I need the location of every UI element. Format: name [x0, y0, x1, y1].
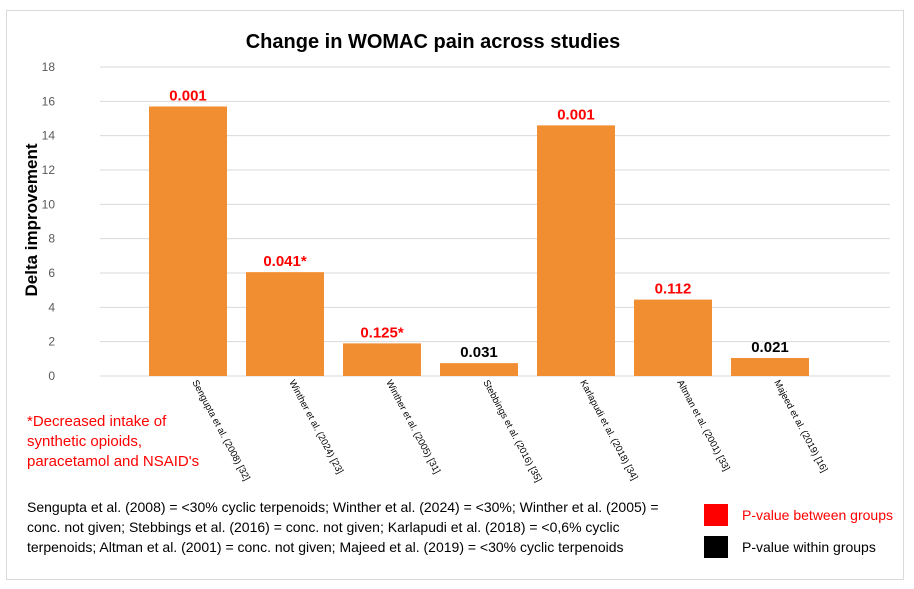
y-tick-label: 0	[48, 369, 55, 383]
legend-label-within: P-value within groups	[742, 539, 876, 555]
x-tick-label: Winther et al. (2024) [23]	[286, 378, 345, 475]
x-tick-label: Stebbings et al. (2016) [35]	[480, 378, 543, 484]
bar	[440, 363, 518, 376]
data-label: 0.001	[557, 106, 595, 123]
data-labels: 0.001 0.041* 0.125* 0.031 0.001 0.112 0.021	[169, 87, 789, 361]
bar	[731, 357, 809, 376]
footnote: *Decreased intake of synthetic opioids, …	[27, 413, 200, 470]
data-label: 0.112	[655, 281, 692, 298]
data-label: 0.001	[169, 87, 207, 104]
y-tick-label: 16	[42, 94, 56, 108]
data-label: 0.041*	[263, 253, 307, 270]
data-label: 0.021	[751, 339, 789, 356]
data-label: 0.125*	[360, 324, 404, 341]
legend-swatch-between	[704, 504, 728, 526]
legend-item-within: P-value within groups	[704, 536, 893, 558]
x-tick-label: Majeed et al. (2019) [16]	[771, 378, 829, 474]
x-tick-label: Altman et al. (2001) [33]	[674, 378, 731, 473]
concentration-note: Sengupta et al. (2008) = <30% cyclic ter…	[27, 499, 659, 555]
x-tick-label: Karlapudi et al. (2018) [34]	[577, 378, 639, 482]
y-tick-label: 10	[42, 197, 56, 211]
legend: P-value between groups P-value within gr…	[704, 504, 893, 568]
y-tick-label: 4	[48, 300, 55, 314]
legend-swatch-within	[704, 536, 728, 558]
y-tick-label: 18	[42, 60, 56, 74]
x-axis-ticks: Sengupta et al. (2008) [32] Winther et al…	[189, 378, 829, 484]
y-tick-label: 14	[42, 129, 56, 143]
legend-label-between: P-value between groups	[742, 507, 893, 523]
bar	[343, 343, 421, 376]
y-axis-ticks: 0 2 4 6 8 10 12 14 16 18	[42, 60, 56, 383]
y-tick-label: 6	[48, 266, 55, 280]
y-tick-label: 8	[48, 232, 55, 246]
y-tick-label: 2	[48, 335, 55, 349]
x-tick-label: Winther et al. (2005) [31]	[383, 378, 442, 475]
bars	[149, 106, 809, 376]
gridlines	[100, 66, 890, 377]
bar	[246, 272, 324, 376]
chart-title: Change in WOMAC pain across studies	[246, 31, 621, 53]
legend-item-between: P-value between groups	[704, 504, 893, 526]
bar	[537, 125, 615, 376]
bar	[149, 106, 227, 376]
bar	[634, 299, 712, 376]
data-label: 0.031	[460, 344, 498, 361]
y-axis-label: Delta improvement	[22, 143, 41, 296]
y-tick-label: 12	[42, 163, 56, 177]
